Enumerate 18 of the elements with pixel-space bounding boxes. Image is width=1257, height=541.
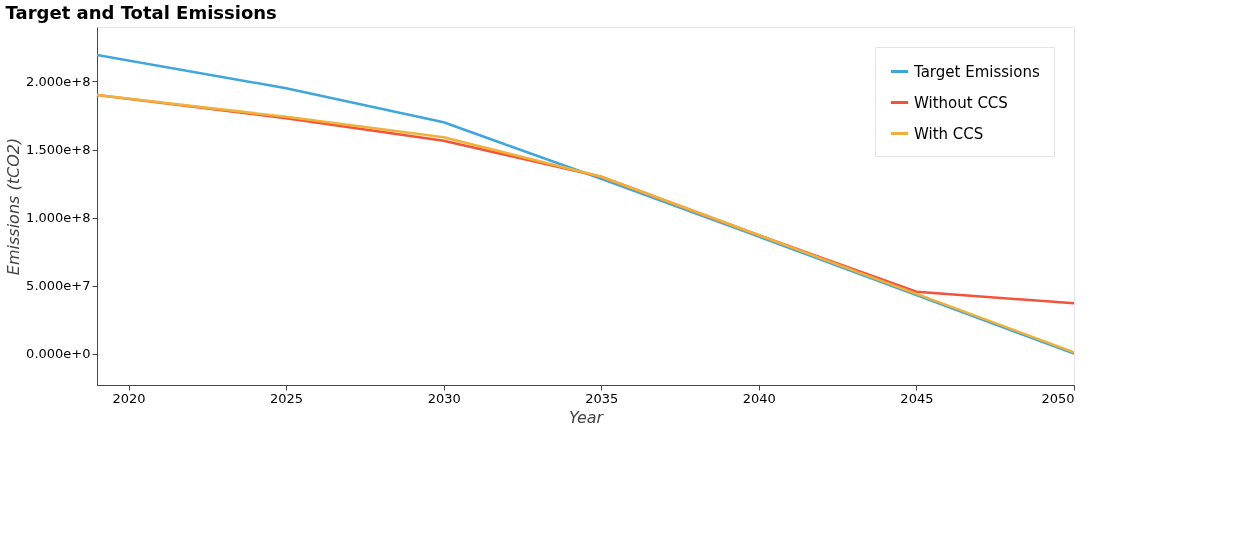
chart-title: Target and Total Emissions bbox=[5, 2, 277, 23]
y-tick-label: 5.000e+7 bbox=[26, 278, 91, 294]
y-tick-label: 2.000e+8 bbox=[26, 73, 91, 89]
legend-label: With CCS bbox=[914, 124, 984, 143]
x-tick-label: 2040 bbox=[742, 390, 776, 406]
x-tick-label: 2045 bbox=[900, 390, 934, 406]
x-tick-label: 2020 bbox=[112, 390, 146, 406]
x-tick-label: 2035 bbox=[585, 390, 619, 406]
x-tick-label: 2025 bbox=[270, 390, 304, 406]
y-axis-title: Emissions (tCO2) bbox=[4, 137, 24, 276]
x-axis-title: Year bbox=[568, 407, 605, 427]
legend-label: Without CCS bbox=[914, 93, 1008, 112]
x-tick-label: 2050 bbox=[1041, 390, 1075, 406]
y-tick-label: 1.000e+8 bbox=[26, 210, 91, 226]
x-tick-label: 2030 bbox=[427, 390, 461, 406]
y-tick-label: 0.000e+0 bbox=[26, 346, 91, 362]
y-tick-label: 1.500e+8 bbox=[26, 142, 91, 158]
legend-label: Target Emissions bbox=[913, 62, 1040, 81]
